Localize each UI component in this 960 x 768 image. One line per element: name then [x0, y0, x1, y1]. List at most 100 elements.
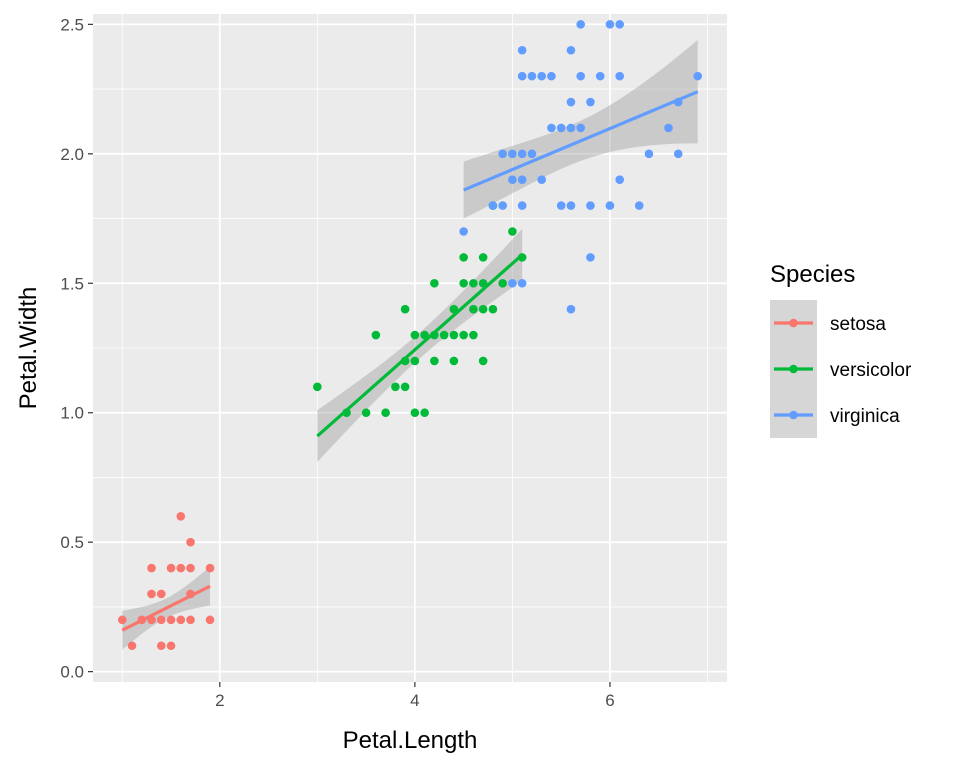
- point-virginica: [517, 175, 527, 185]
- y-tick-label: 0.5: [60, 533, 84, 552]
- point-virginica: [527, 149, 537, 159]
- point-virginica: [517, 71, 527, 81]
- point-virginica: [595, 71, 605, 81]
- point-virginica: [547, 123, 556, 133]
- point-virginica: [508, 149, 517, 159]
- y-axis-ticks: 0.0 0.5 1.0 1.5 2.0 2.5: [60, 15, 93, 682]
- point-virginica: [517, 149, 527, 159]
- point-versicolor: [449, 356, 459, 366]
- y-tick-label: 0.0: [60, 663, 84, 682]
- point-versicolor: [420, 408, 429, 418]
- point-virginica: [566, 304, 576, 314]
- point-virginica: [488, 201, 498, 210]
- y-tick-label: 2.0: [60, 145, 84, 164]
- point-setosa: [205, 615, 215, 625]
- x-axis-title: Petal.Length: [343, 727, 478, 754]
- point-versicolor: [498, 278, 507, 288]
- point-virginica: [576, 20, 585, 29]
- fit-line-virginica: [463, 90, 699, 192]
- point-versicolor: [469, 304, 478, 314]
- point-virginica: [605, 201, 615, 210]
- point-virginica: [605, 20, 615, 29]
- point-versicolor: [488, 304, 498, 314]
- point-setosa: [156, 641, 166, 651]
- point-setosa: [156, 589, 166, 599]
- point-versicolor: [439, 330, 449, 340]
- point-setosa: [127, 641, 137, 651]
- point-versicolor: [459, 253, 468, 262]
- point-versicolor: [478, 253, 488, 262]
- legend-title: Species: [770, 261, 855, 288]
- point-versicolor: [469, 330, 478, 340]
- point-setosa: [166, 563, 176, 573]
- point-versicolor: [410, 356, 420, 366]
- point-setosa: [147, 589, 156, 599]
- point-versicolor: [459, 330, 468, 340]
- point-versicolor: [469, 278, 478, 288]
- legend-items: setosa versicolor virginica: [770, 300, 912, 438]
- point-virginica: [566, 45, 576, 55]
- x-tick-label: 6: [605, 691, 614, 710]
- legend-label-versicolor: versicolor: [830, 360, 912, 381]
- point-setosa: [205, 563, 215, 573]
- fit-line-versicolor: [316, 253, 524, 438]
- point-virginica: [673, 149, 683, 159]
- point-setosa: [117, 615, 127, 625]
- point-virginica: [556, 123, 566, 133]
- point-virginica: [576, 123, 585, 133]
- point-virginica: [547, 71, 556, 81]
- point-setosa: [147, 563, 156, 573]
- point-virginica: [634, 201, 644, 210]
- fit-line-setosa: [121, 584, 211, 632]
- point-versicolor: [430, 278, 439, 288]
- point-virginica: [664, 123, 673, 133]
- point-virginica: [615, 175, 625, 185]
- point-setosa: [186, 615, 195, 625]
- point-virginica: [556, 201, 566, 210]
- point-virginica: [459, 227, 468, 236]
- point-setosa: [156, 615, 166, 625]
- point-virginica: [586, 201, 595, 210]
- point-virginica: [498, 149, 507, 159]
- point-setosa: [166, 641, 176, 651]
- point-versicolor: [478, 304, 488, 314]
- point-setosa: [186, 563, 195, 573]
- point-virginica: [566, 123, 576, 133]
- x-axis-ticks: 2 4 6: [215, 682, 615, 710]
- y-tick-label: 1.0: [60, 404, 84, 423]
- point-virginica: [537, 71, 546, 81]
- point-virginica: [537, 175, 546, 185]
- point-virginica: [508, 175, 517, 185]
- point-virginica: [586, 97, 595, 107]
- point-versicolor: [410, 408, 420, 418]
- point-setosa: [176, 615, 186, 625]
- point-virginica: [566, 201, 576, 210]
- point-virginica: [498, 201, 507, 210]
- point-virginica: [508, 278, 517, 288]
- point-virginica: [644, 149, 654, 159]
- point-virginica: [527, 71, 537, 81]
- point-virginica: [517, 45, 527, 55]
- point-versicolor: [459, 278, 468, 288]
- data-points: [117, 20, 703, 651]
- legend-key-point: [789, 318, 798, 328]
- point-versicolor: [391, 382, 400, 392]
- x-tick-label: 2: [215, 691, 224, 710]
- point-setosa: [176, 563, 186, 573]
- point-virginica: [576, 71, 585, 81]
- point-setosa: [166, 615, 176, 625]
- point-versicolor: [478, 356, 488, 366]
- point-virginica: [615, 71, 625, 81]
- legend-label-virginica: virginica: [830, 406, 900, 427]
- point-versicolor: [313, 382, 322, 392]
- legend-label-setosa: setosa: [830, 314, 886, 335]
- point-versicolor: [449, 330, 459, 340]
- y-axis-title: Petal.Width: [15, 287, 42, 410]
- point-virginica: [566, 97, 576, 107]
- point-versicolor: [361, 408, 371, 418]
- point-versicolor: [430, 356, 439, 366]
- point-virginica: [517, 278, 527, 288]
- y-tick-label: 1.5: [60, 274, 84, 293]
- y-tick-label: 2.5: [60, 15, 84, 34]
